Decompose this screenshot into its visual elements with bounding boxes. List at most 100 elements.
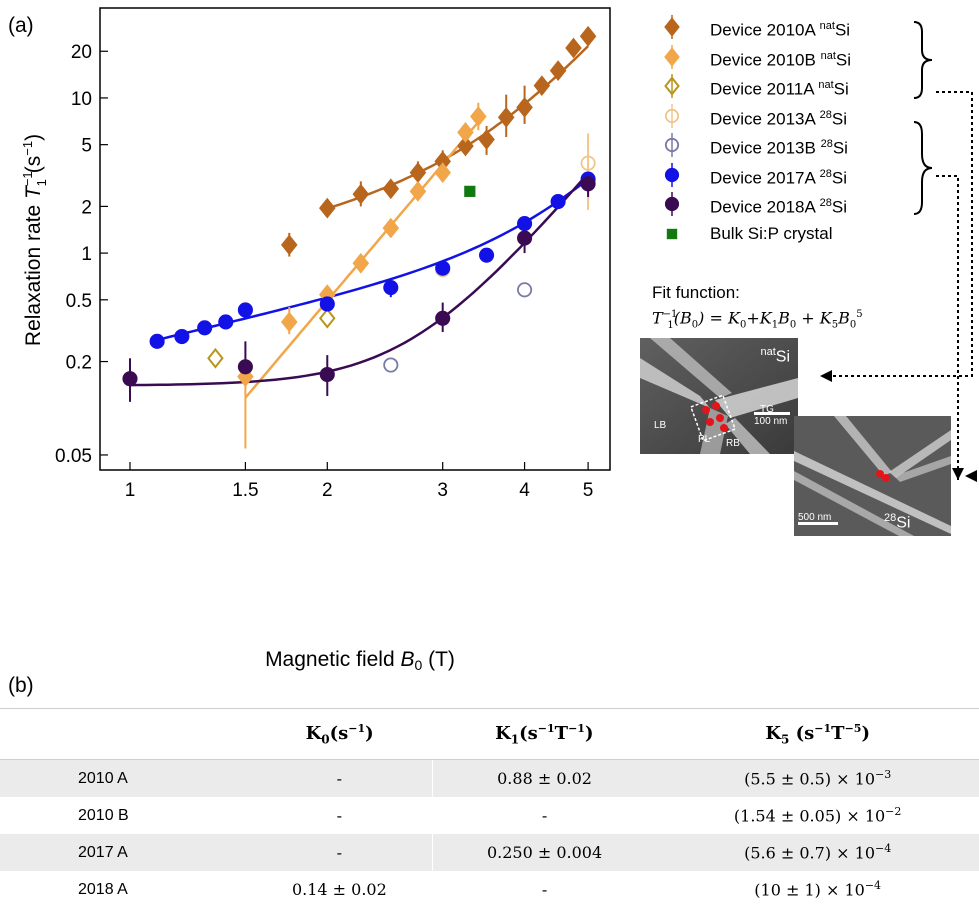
relaxation-rate-chart: 1 1.5 2 3 4 5 0.05 0.2 0.5 1 2 5 10 20 Magnetic field… (20, 7, 611, 673)
arrowhead-28si-side (965, 470, 977, 482)
table-row: 2018 A 0.14 ± 0.02 - (10 ± 1) × 10−4 (0, 871, 979, 908)
table-cell: - (431, 797, 657, 834)
y-tick-label: 2 (81, 197, 92, 218)
x-axis-label: Magnetic field B0 (T) (265, 648, 455, 673)
x-tick-label: 4 (519, 480, 530, 501)
table-cell: (5.5 ± 0.5) × 10−3 (656, 759, 979, 797)
legend-symbol (664, 137, 680, 153)
table-cell: - (336, 806, 343, 825)
legend-item: Device 2013A 28Si (660, 101, 960, 131)
28si-image-iso: 28 (884, 512, 897, 524)
table-cell: 0.250 ± 0.004 (431, 834, 657, 871)
data-point (352, 183, 370, 205)
natsi-label-rb: RB (726, 438, 740, 449)
legend-annotation-arrows (820, 21, 977, 482)
arrow-line-28si (936, 175, 959, 480)
data-point (237, 359, 253, 375)
bracket-28si (913, 121, 933, 215)
legend-marker (664, 133, 680, 157)
data-point (319, 296, 335, 312)
data-point (383, 357, 399, 373)
data-point (497, 106, 515, 128)
28si-image-el: Si (896, 514, 911, 532)
panel-label-a: (a) (8, 14, 34, 37)
data-point (516, 96, 533, 118)
table-row: 2010 B - - (1.54 ± 0.05) × 10−2 (0, 797, 979, 834)
legend-symbol (664, 108, 680, 123)
natsi-scalebar-label: 100 nm (754, 416, 788, 427)
legend-item: Device 2010B natSi (660, 42, 960, 72)
data-point (237, 302, 253, 318)
legend-label: Device 2013A 28Si (710, 108, 848, 129)
legend-item: Device 2011A natSi (660, 71, 960, 101)
table-cell: - (246, 759, 433, 797)
data-point (580, 176, 596, 192)
data-point (479, 247, 495, 263)
legend-item: Bulk Si:P crystal (660, 219, 960, 249)
table-row-label: 2017 A (0, 834, 247, 871)
table-cell: (1.54 ± 0.05) × 10−2 (733, 805, 902, 826)
natsi-image-iso: nat (760, 346, 776, 358)
fit-function-title: Fit function: (652, 283, 740, 302)
x-tick-label: 3 (437, 480, 448, 501)
table-header: K1(s−1T−1) (432, 708, 657, 760)
fit-curve (129, 172, 590, 387)
arrow-line-natsi (830, 91, 973, 377)
data-point (409, 181, 427, 202)
chart-legend: Device 2010A natSi Device 2010B natSi Devi… (660, 12, 960, 248)
data-point (319, 307, 336, 329)
table-cell: - (246, 834, 433, 871)
legend-marker (664, 162, 680, 187)
table-cell: 0.88 ± 0.02 (431, 759, 657, 797)
panel-label-b: (b) (8, 674, 34, 697)
data-point (383, 279, 399, 296)
data-point (280, 234, 298, 256)
data-point (580, 155, 596, 171)
table-row-label: 2010 A (0, 759, 247, 797)
legend-symbol (664, 167, 680, 182)
data-point (579, 25, 597, 47)
y-tick-label: 5 (81, 136, 92, 157)
data-point (207, 347, 224, 369)
data-point (470, 106, 487, 127)
legend-symbol (664, 17, 680, 37)
data-point (565, 37, 582, 59)
x-tick-label: 1 (125, 480, 136, 501)
table-row-label: 2018 A (78, 880, 128, 898)
legend-item: Device 2017A 28Si (660, 160, 960, 190)
arrowhead-28si (952, 468, 964, 480)
legend-label: Bulk Si:P crystal (710, 223, 833, 243)
data-point (464, 185, 476, 197)
y-tick-label: 0.2 (66, 353, 92, 374)
data-point (435, 310, 451, 326)
legend-label: Device 2017A 28Si (710, 167, 848, 188)
y-tick-label: 0.5 (66, 291, 92, 312)
legend-label: Device 2013B 28Si (710, 138, 848, 158)
data-point (457, 122, 474, 143)
data-point (533, 75, 551, 97)
natsi-image-el: Si (775, 348, 790, 366)
data-point (174, 328, 190, 345)
y-tick-label: 1 (81, 244, 92, 265)
legend-symbol (666, 228, 678, 239)
legend-marker (664, 44, 680, 69)
legend-marker (664, 192, 680, 216)
table-header: K5 (s−1T−5) (656, 708, 979, 760)
legend-label: Device 2018A 28Si (710, 197, 848, 217)
x-tick-label: 2 (322, 480, 333, 501)
legend-item: Device 2018A 28Si (660, 189, 960, 219)
data-point (197, 320, 213, 336)
table-header (0, 708, 247, 760)
table-row-label: 2010 B (78, 806, 129, 824)
y-axis-label: Relaxation rate T−11 (s−1) (20, 134, 49, 346)
data-point (280, 311, 298, 333)
28si-scalebar-label: 500 nm (798, 512, 832, 523)
legend-marker (664, 15, 680, 39)
legend-label: Device 2010B natSi (710, 49, 851, 70)
fit-function-block: Fit function: T−11(B0) = K0+K1B0 + K5B05 (652, 282, 863, 337)
bracket-natsi (913, 21, 933, 99)
fit-function-formula: T−11(B0) = K0+K1B0 + K5B05 (652, 308, 863, 331)
data-point (517, 216, 533, 232)
fit-parameter-table: K0(s−1) K1(s−1T−1) K5 (s−1T−5) 2010 A -0.88 … (0, 708, 979, 908)
plot-frame (99, 7, 611, 471)
